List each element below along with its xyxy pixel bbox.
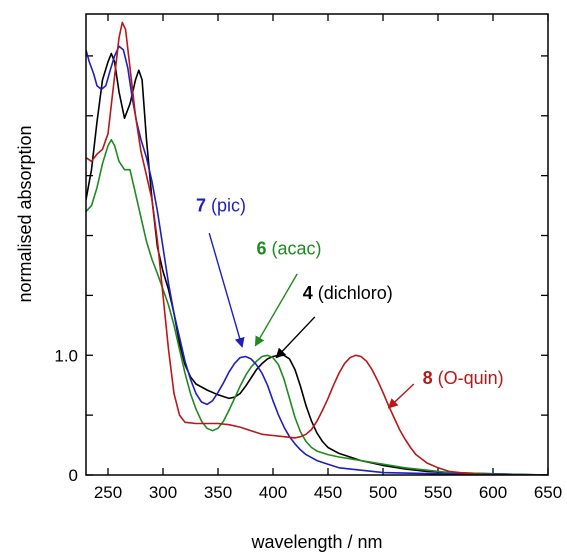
annotation-text: (pic): [211, 196, 246, 216]
y-axis-title: normalised absorption: [15, 125, 35, 302]
annotation-arrow: [254, 273, 298, 347]
series-line: [86, 52, 548, 475]
plot-frame: [85, 13, 549, 476]
annotation-arrow: [275, 316, 316, 359]
annotation-arrow: [208, 232, 245, 348]
x-tick-label: 350: [204, 483, 232, 502]
annotations: 7 (pic) 6 (acac) 4 (dichloro) 8 (O-quin): [196, 196, 504, 409]
tick-labels: 250 300 350 400 450 500 550 600 650 0 1.0: [54, 346, 562, 502]
annotation-label: 6 (acac): [257, 239, 322, 259]
annotation-text: (dichloro): [318, 283, 393, 303]
x-tick-label: 550: [424, 483, 452, 502]
x-tick-label: 600: [479, 483, 507, 502]
x-tick-label: 450: [314, 483, 342, 502]
x-axis-title: wavelength / nm: [250, 532, 382, 552]
annotation-text: (acac): [272, 239, 322, 259]
annotation-text: (O-quin): [438, 368, 504, 388]
y-tick-label: 1.0: [54, 346, 78, 365]
annotation-number: 4: [303, 283, 313, 303]
annotation-number: 8: [423, 368, 433, 388]
annotation-label: 8 (O-quin): [423, 368, 504, 388]
annotation-label: 7 (pic): [196, 196, 246, 216]
x-tick-label: 300: [149, 483, 177, 502]
series-line: [86, 138, 548, 475]
annotation-label: 4 (dichloro): [303, 283, 393, 303]
series-lines: [86, 21, 548, 475]
annotation-number: 6: [257, 239, 267, 259]
y-tick-label: 0: [69, 466, 78, 485]
x-tick-label: 250: [94, 483, 122, 502]
annotation-number: 7: [196, 196, 206, 216]
series-line: [86, 21, 548, 475]
x-tick-label: 400: [259, 483, 287, 502]
x-tick-label: 650: [534, 483, 562, 502]
series-line: [86, 45, 548, 475]
annotation-arrow: [387, 383, 415, 409]
x-tick-label: 500: [369, 483, 397, 502]
